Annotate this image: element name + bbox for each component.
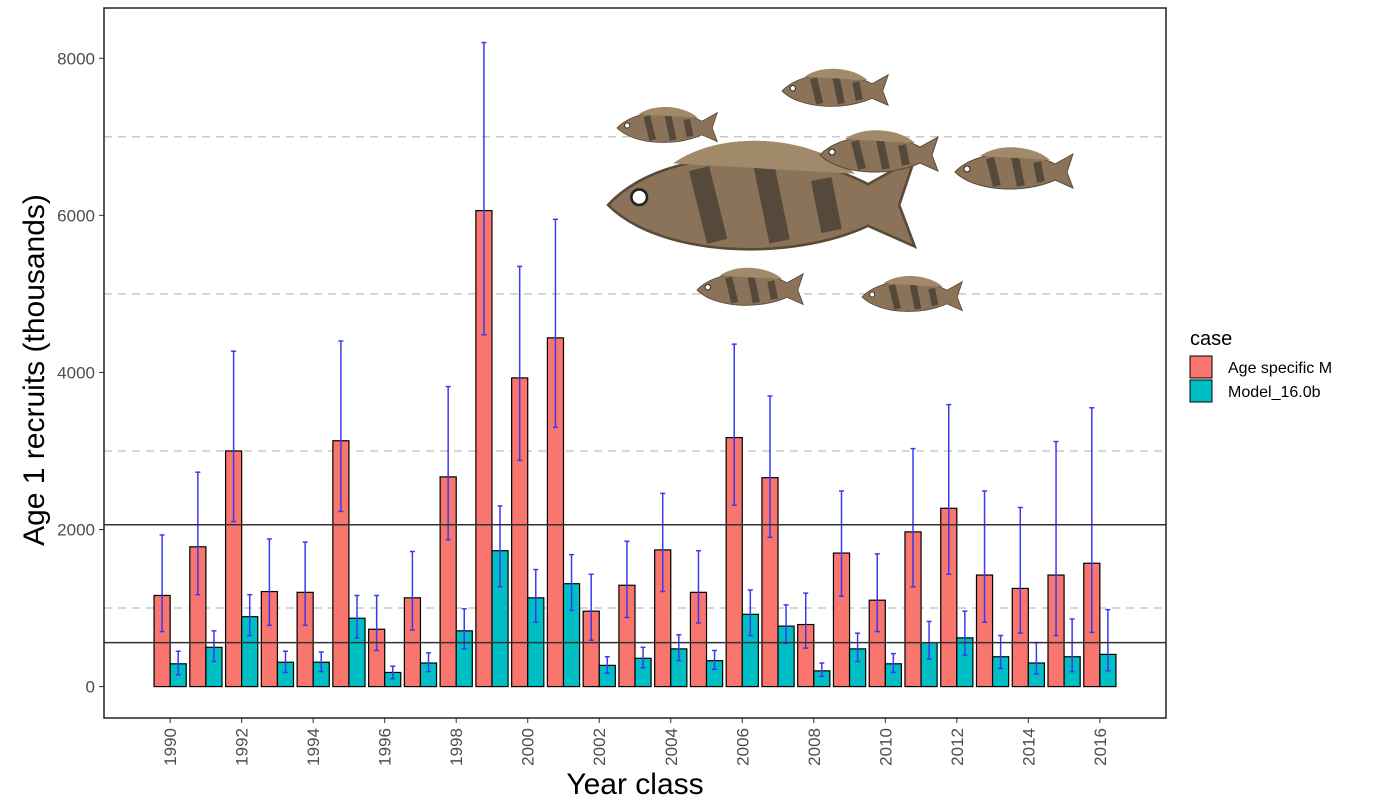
y-tick-label: 2000 <box>57 521 95 540</box>
x-tick-label: 2014 <box>1019 728 1038 766</box>
y-tick-label: 0 <box>86 678 95 697</box>
error-bar <box>302 541 308 627</box>
legend-key <box>1189 379 1213 403</box>
error-bar <box>1069 618 1075 673</box>
y-tick-label: 8000 <box>57 49 95 68</box>
error-bar <box>426 652 431 673</box>
error-bar <box>231 350 237 523</box>
x-tick-label: 2004 <box>662 728 681 766</box>
error-bar <box>1017 506 1023 634</box>
error-bar <box>211 630 217 663</box>
error-bar <box>890 652 896 674</box>
error-bar <box>998 634 1004 670</box>
error-bar <box>640 646 646 669</box>
legend-title: case <box>1190 328 1232 350</box>
error-bar <box>354 594 360 639</box>
error-bar <box>1089 407 1095 634</box>
error-bar <box>946 403 952 576</box>
error-bar <box>855 632 861 663</box>
error-bar <box>624 540 630 619</box>
legend-label: Age specific M <box>1228 360 1332 377</box>
y-tick-label: 6000 <box>57 206 95 225</box>
x-tick-label: 2006 <box>733 728 752 766</box>
error-bar <box>390 665 396 680</box>
x-tick-label: 1992 <box>233 728 252 766</box>
error-bar <box>926 620 932 660</box>
error-bar <box>660 492 666 593</box>
error-bar <box>874 553 880 633</box>
x-tick-label: 1990 <box>161 728 180 766</box>
x-tick-label: 2012 <box>948 728 967 766</box>
error-bar <box>374 594 380 652</box>
error-bar <box>767 395 773 539</box>
error-bar <box>839 490 844 598</box>
x-tick-label: 2008 <box>805 728 824 766</box>
error-bar <box>481 41 487 336</box>
error-bar <box>712 649 718 671</box>
y-tick-label: 4000 <box>57 363 95 382</box>
error-bar <box>282 650 288 674</box>
error-bar <box>552 218 558 429</box>
error-bar <box>1105 608 1111 672</box>
error-bar <box>819 662 825 678</box>
legend-label: Model_16.0b <box>1228 384 1321 401</box>
error-bar <box>159 534 165 633</box>
error-bar <box>569 553 575 612</box>
error-bar <box>695 549 701 624</box>
error-bar <box>266 538 272 627</box>
error-bar <box>588 573 594 641</box>
x-tick-label: 2002 <box>590 728 609 766</box>
x-tick-label: 2000 <box>519 728 538 766</box>
error-bar <box>910 447 916 588</box>
x-tick-label: 1996 <box>376 728 395 766</box>
y-axis-title: Age 1 recruits (thousands) <box>18 194 51 546</box>
error-bar <box>338 340 344 513</box>
error-bar <box>676 633 682 662</box>
error-bar <box>731 343 737 506</box>
error-bar <box>409 550 415 631</box>
fish-illustration <box>608 69 1073 312</box>
error-bar <box>783 604 789 645</box>
error-bar <box>533 568 539 623</box>
error-bar <box>175 650 181 676</box>
error-bar <box>517 265 523 462</box>
error-bar <box>318 651 324 673</box>
error-bar <box>982 490 988 623</box>
error-bar <box>604 655 610 674</box>
error-bar <box>747 589 753 637</box>
error-bar <box>497 505 503 588</box>
x-tick-label: 2016 <box>1091 728 1110 766</box>
x-tick-label: 1994 <box>304 728 323 766</box>
error-bar <box>1053 440 1059 637</box>
legend-key <box>1189 355 1213 379</box>
x-tick-label: 2010 <box>876 728 895 766</box>
x-axis-title: Year class <box>566 768 703 801</box>
panel-border <box>103 7 1167 719</box>
x-tick-label: 1998 <box>447 728 466 766</box>
error-bar <box>247 593 253 637</box>
error-bar <box>962 610 968 656</box>
error-bar <box>195 471 201 596</box>
error-bar <box>445 385 451 541</box>
plot-layer: 0 2000 4000 6000 8000 1990 1992 1994 1996 1998 200… <box>57 7 1167 766</box>
error-bar <box>803 592 809 649</box>
